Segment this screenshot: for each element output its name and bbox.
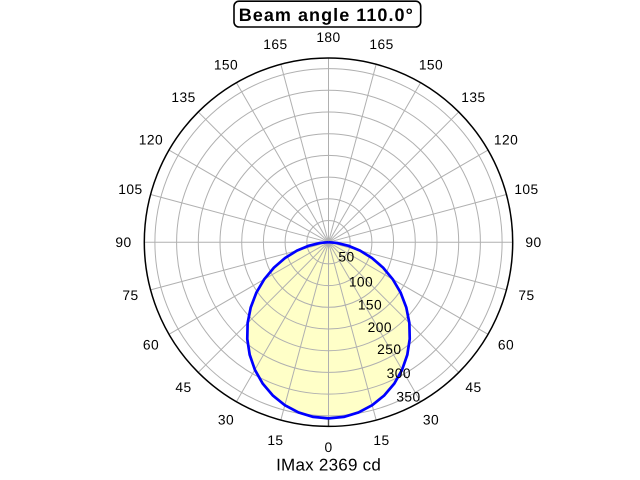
svg-text:15: 15 [267, 433, 283, 448]
svg-text:165: 165 [369, 37, 393, 52]
svg-text:135: 135 [461, 90, 485, 105]
svg-text:105: 105 [514, 182, 538, 197]
svg-text:200: 200 [368, 320, 392, 335]
svg-text:50: 50 [338, 249, 354, 264]
svg-text:350: 350 [396, 389, 420, 404]
svg-text:45: 45 [465, 380, 481, 395]
svg-text:100: 100 [349, 274, 373, 289]
svg-text:75: 75 [518, 288, 534, 303]
svg-text:135: 135 [171, 90, 195, 105]
svg-text:Beam angle 110.0°: Beam angle 110.0° [239, 5, 414, 25]
svg-text:180: 180 [316, 30, 340, 45]
svg-text:75: 75 [122, 288, 138, 303]
svg-text:15: 15 [373, 433, 389, 448]
svg-text:165: 165 [263, 37, 287, 52]
svg-text:250: 250 [377, 342, 401, 357]
svg-text:30: 30 [423, 413, 439, 428]
svg-text:IMax 2369 cd: IMax 2369 cd [276, 456, 381, 475]
svg-text:150: 150 [358, 297, 382, 312]
svg-text:90: 90 [115, 235, 131, 250]
svg-text:45: 45 [175, 380, 191, 395]
svg-text:300: 300 [387, 366, 411, 381]
svg-text:0: 0 [324, 440, 332, 455]
svg-text:60: 60 [143, 338, 159, 353]
svg-text:120: 120 [139, 133, 163, 148]
svg-text:90: 90 [525, 235, 541, 250]
svg-text:30: 30 [218, 413, 234, 428]
svg-text:60: 60 [498, 338, 514, 353]
svg-text:105: 105 [118, 182, 142, 197]
svg-text:120: 120 [494, 133, 518, 148]
svg-text:150: 150 [419, 58, 443, 73]
svg-text:150: 150 [214, 58, 238, 73]
